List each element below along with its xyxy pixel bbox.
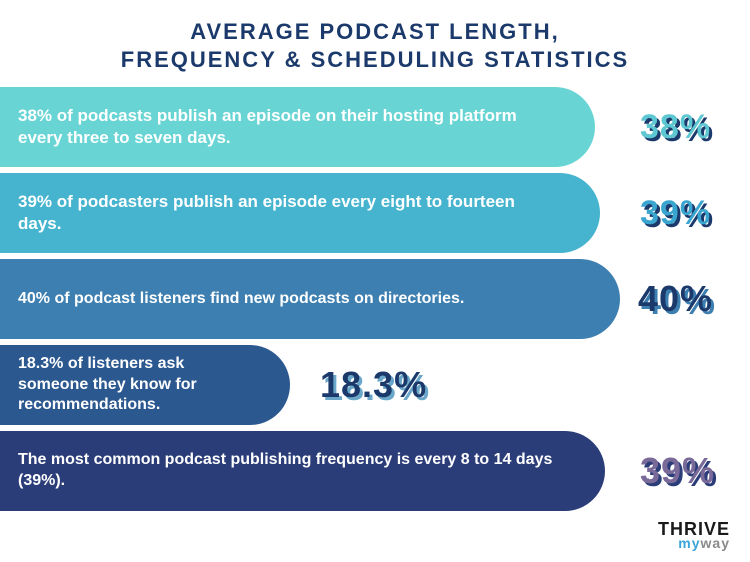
infographic-title: AVERAGE PODCAST LENGTH, FREQUENCY & SCHE… xyxy=(0,0,750,87)
stat-bar: 39% of podcasters publish an episode eve… xyxy=(0,173,600,253)
bar-text: The most common podcast publishing frequ… xyxy=(18,450,563,492)
logo-way: way xyxy=(701,535,730,551)
percent-label: 39% 39% xyxy=(640,450,715,492)
bar-text: 18.3% of listeners ask someone they know… xyxy=(18,354,258,416)
bar-row: 40% of podcast listeners find new podcas… xyxy=(0,259,750,339)
percent-value: 18.3% xyxy=(320,364,427,405)
logo-my: my xyxy=(678,535,700,551)
bar-text: 40% of podcast listeners find new podcas… xyxy=(18,289,464,310)
percent-value: 39% xyxy=(640,450,715,491)
percent-value: 38% xyxy=(640,108,711,146)
percent-label: 38% 38% xyxy=(640,108,711,147)
bar-text: 39% of podcasters publish an episode eve… xyxy=(18,191,538,235)
logo-line-2: myway xyxy=(658,537,730,550)
title-line-2: FREQUENCY & SCHEDULING STATISTICS xyxy=(40,46,710,74)
bar-row: 18.3% of listeners ask someone they know… xyxy=(0,345,750,425)
stat-bar: 40% of podcast listeners find new podcas… xyxy=(0,259,620,339)
percent-value: 39% xyxy=(640,194,711,232)
bar-row: 38% of podcasts publish an episode on th… xyxy=(0,87,750,167)
percent-label: 18.3% 18.3% xyxy=(320,364,427,406)
percent-value: 40% xyxy=(638,278,713,319)
stat-bar: 18.3% of listeners ask someone they know… xyxy=(0,345,290,425)
stat-bar: The most common podcast publishing frequ… xyxy=(0,431,605,511)
title-line-1: AVERAGE PODCAST LENGTH, xyxy=(40,18,710,46)
brand-logo: THRIVE myway xyxy=(658,521,730,550)
percent-label: 40% 40% xyxy=(638,278,713,320)
bars-container: 38% of podcasts publish an episode on th… xyxy=(0,87,750,511)
percent-label: 39% 39% xyxy=(640,194,711,233)
bar-text: 38% of podcasts publish an episode on th… xyxy=(18,105,558,149)
stat-bar: 38% of podcasts publish an episode on th… xyxy=(0,87,595,167)
bar-row: 39% of podcasters publish an episode eve… xyxy=(0,173,750,253)
bar-row: The most common podcast publishing frequ… xyxy=(0,431,750,511)
